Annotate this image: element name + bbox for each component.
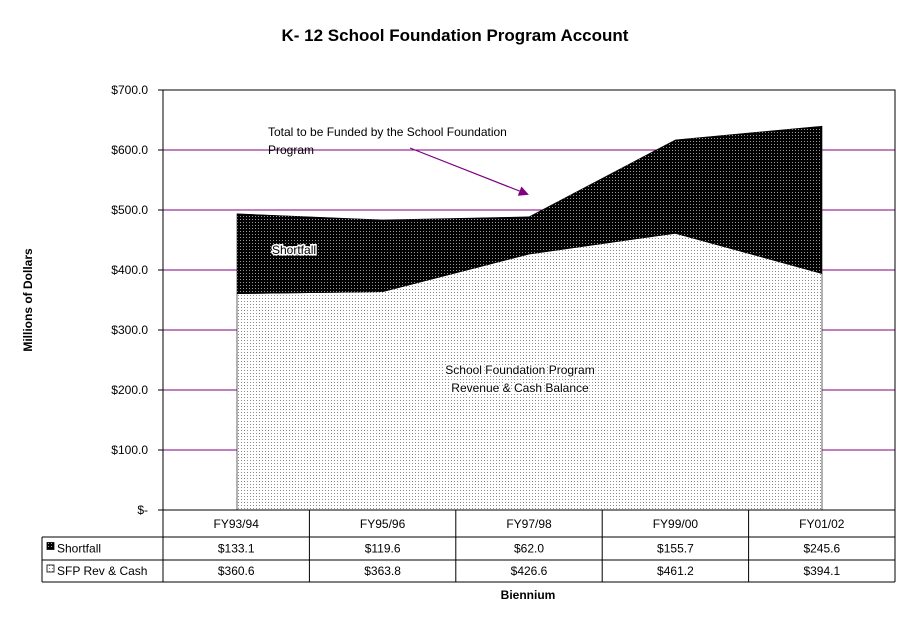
area-shortfall bbox=[236, 125, 823, 294]
y-tick-label: $300.0 bbox=[111, 323, 148, 337]
data-label: $360.6 bbox=[218, 564, 255, 578]
annotations: Shortfall Total to be Funded by the Schoo… bbox=[268, 125, 596, 397]
data-label: $62.0 bbox=[514, 542, 544, 556]
y-tick-label: $100.0 bbox=[111, 443, 148, 457]
data-label: $426.6 bbox=[511, 564, 548, 578]
annotation-arrow bbox=[409, 147, 529, 196]
annotation-revenue-line1: School Foundation Program bbox=[445, 363, 594, 377]
annotation-total-line1: Total to be Funded by the School Foundat… bbox=[268, 125, 507, 139]
data-label: $363.8 bbox=[364, 564, 401, 578]
chart-title: K- 12 School Foundation Program Account bbox=[281, 26, 629, 45]
data-label: $394.1 bbox=[803, 564, 840, 578]
data-table: FY93/94 FY95/96 FY97/98 FY99/00 FY01/02 Short… bbox=[41, 509, 896, 583]
y-tick-label: $700.0 bbox=[111, 83, 148, 97]
annotation-total-line2: Program bbox=[268, 143, 314, 157]
y-tick-label: $500.0 bbox=[111, 203, 148, 217]
y-tick-label: $400.0 bbox=[111, 263, 148, 277]
x-tick-label: FY97/98 bbox=[506, 517, 552, 531]
x-tick-label: FY93/94 bbox=[214, 517, 260, 531]
areas bbox=[236, 125, 823, 511]
data-label: $245.6 bbox=[803, 542, 840, 556]
annotation-shortfall: Shortfall bbox=[272, 243, 316, 257]
y-tick-label: $600.0 bbox=[111, 143, 148, 157]
legend-swatch bbox=[46, 564, 55, 573]
data-label: $155.7 bbox=[657, 542, 694, 556]
x-axis-label: Biennium bbox=[500, 588, 556, 602]
annotation-revenue-line2: Revenue & Cash Balance bbox=[451, 381, 589, 395]
legend-swatch bbox=[46, 542, 55, 550]
x-tick-label: FY95/96 bbox=[360, 517, 406, 531]
x-tick-label: FY99/00 bbox=[653, 517, 699, 531]
x-tick-label: FY01/02 bbox=[799, 517, 845, 531]
y-tick-label: $200.0 bbox=[111, 383, 148, 397]
data-label: $119.6 bbox=[365, 542, 401, 556]
legend-entry: Shortfall bbox=[57, 542, 101, 556]
data-label: $133.1 bbox=[218, 542, 255, 556]
data-label: $461.2 bbox=[657, 564, 694, 578]
legend-entry: SFP Rev & Cash bbox=[57, 564, 147, 578]
y-tick-label: $- bbox=[137, 503, 148, 517]
